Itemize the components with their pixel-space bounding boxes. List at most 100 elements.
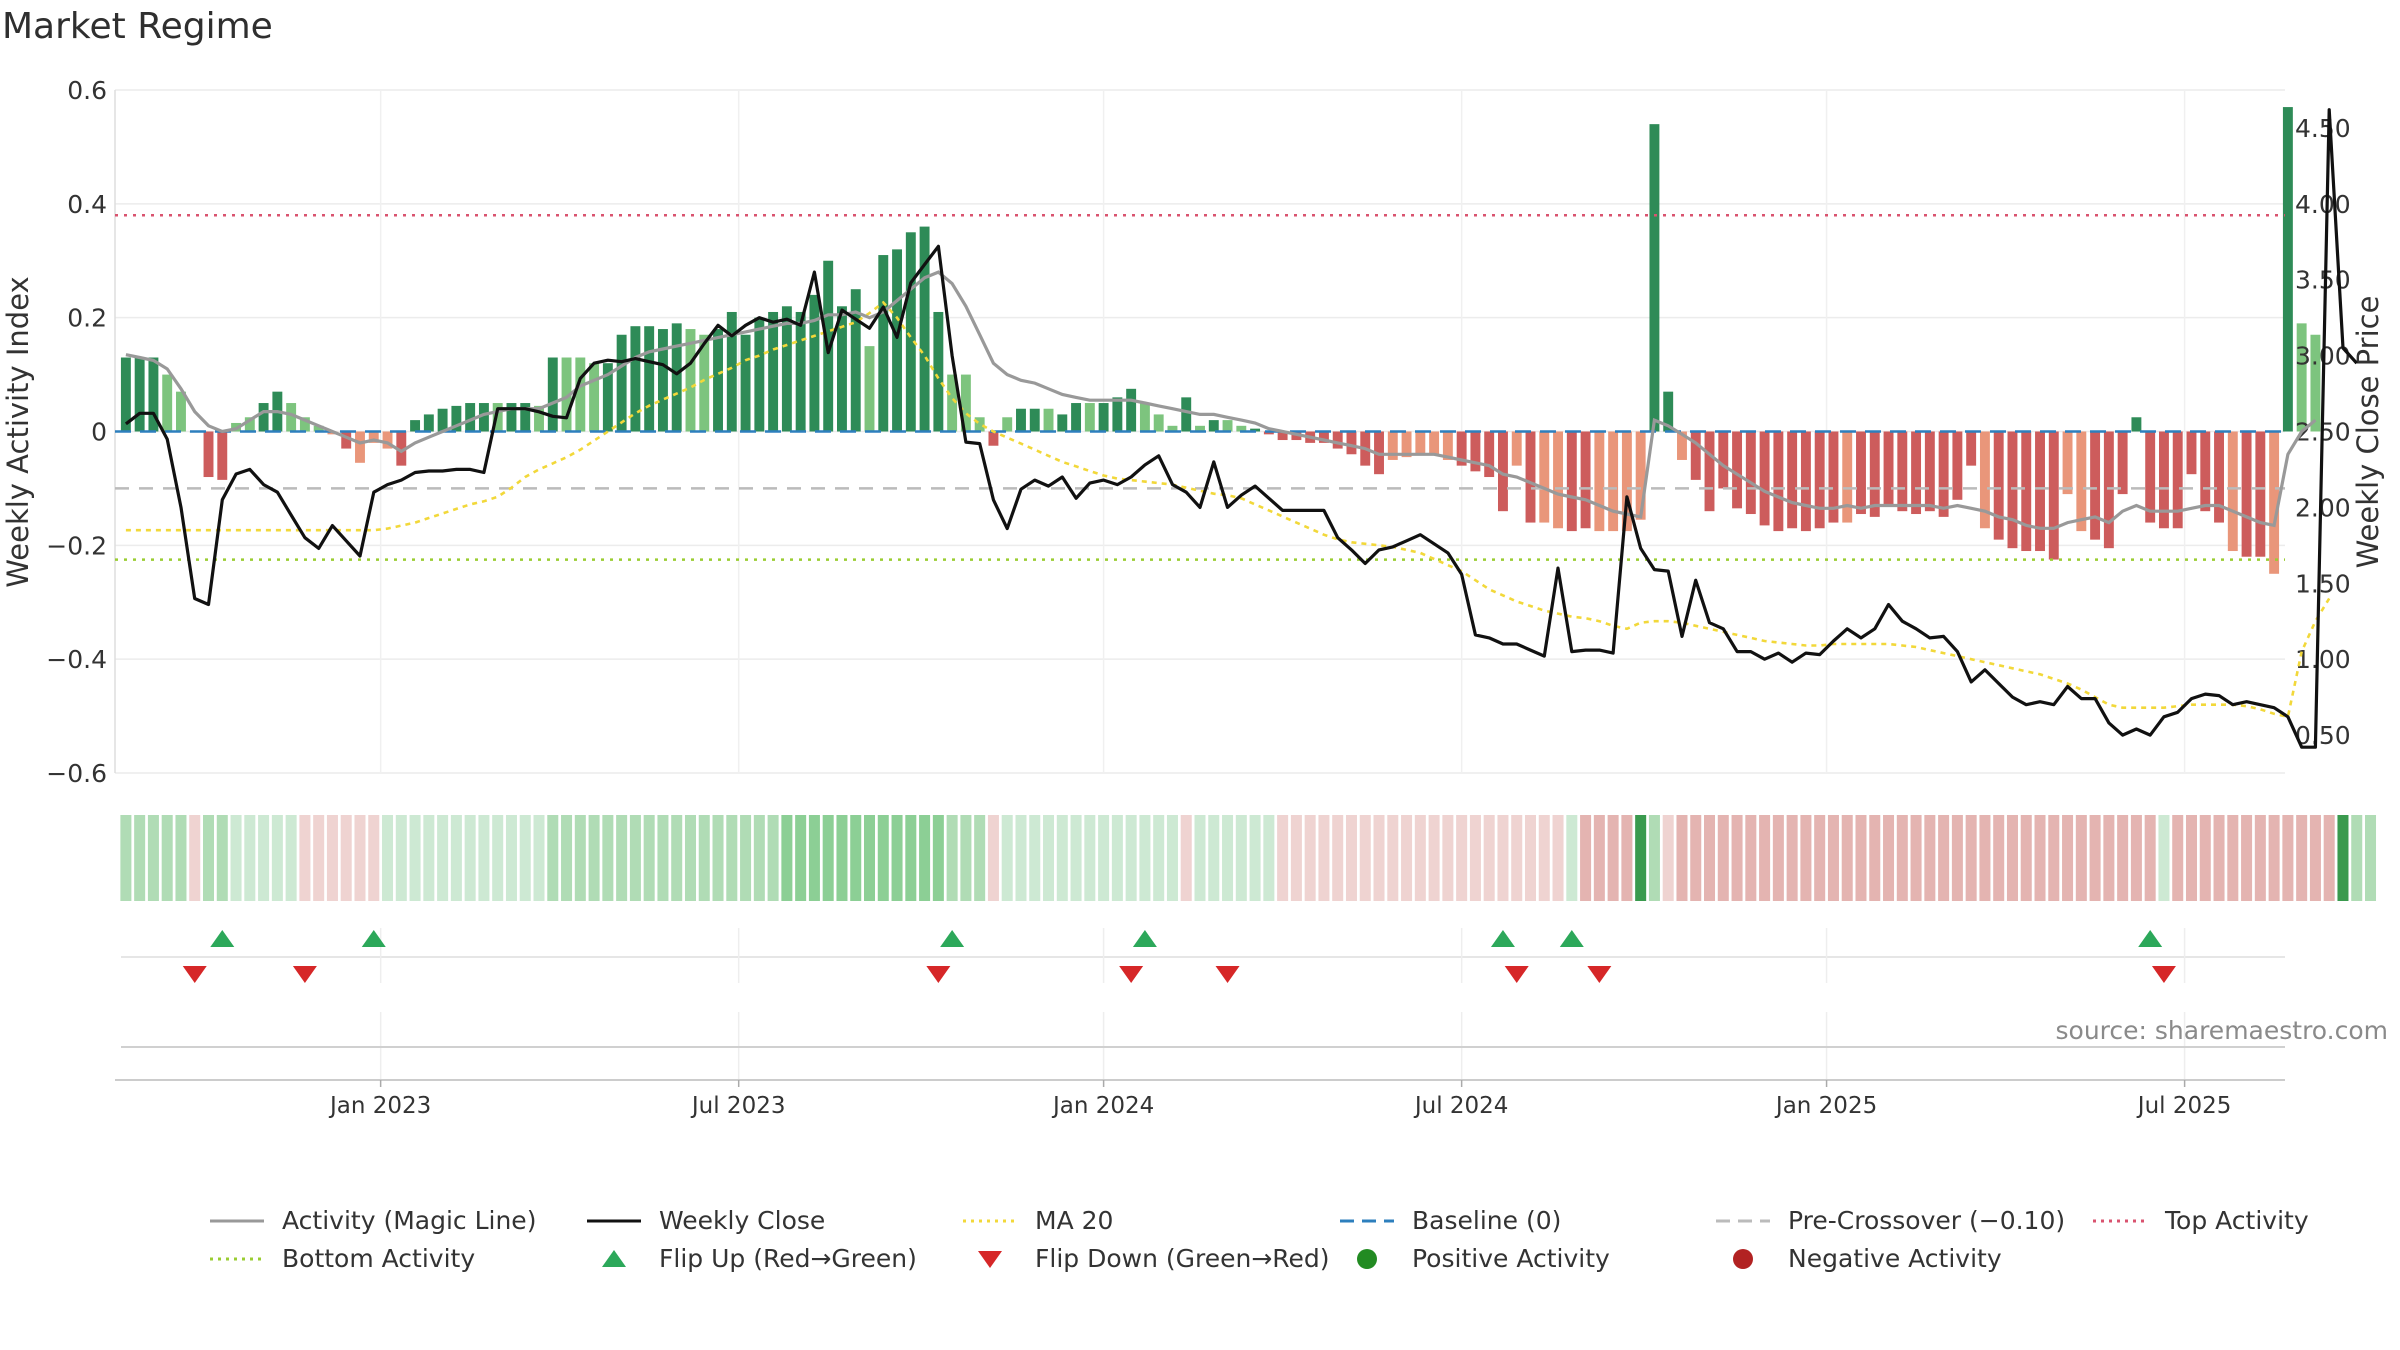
activity-bar — [837, 306, 847, 432]
activity-bar — [575, 357, 586, 432]
regime-cell — [2075, 815, 2087, 901]
flip-up-marker — [210, 930, 235, 947]
activity-bar — [520, 403, 531, 432]
regime-cell — [1538, 815, 1550, 901]
activity-bar — [2131, 417, 2142, 432]
activity-bar — [1566, 431, 1577, 532]
legend-swatch — [602, 1249, 626, 1267]
activity-bar — [1759, 431, 1770, 526]
activity-bar — [1112, 397, 1123, 432]
regime-cell — [1401, 815, 1413, 901]
reference-lines — [115, 213, 2285, 561]
regime-cell — [216, 815, 228, 901]
activity-bar — [258, 403, 269, 432]
regime-cell — [1580, 815, 1592, 901]
activity-bar — [1153, 414, 1164, 432]
regime-cell — [1924, 815, 1936, 901]
y-tick-label-right: 1.00 — [2295, 645, 2351, 674]
activity-bar — [589, 363, 600, 432]
flip-down-marker — [2151, 966, 2176, 983]
regime-cell — [1621, 815, 1633, 901]
y-tick-label-right: 1.50 — [2295, 569, 2351, 598]
activity-bar — [809, 294, 820, 432]
regime-cell — [657, 815, 669, 901]
activity-bar — [1952, 431, 1963, 500]
regime-cell — [1373, 815, 1385, 901]
legend-item: Flip Up (Red→Green) — [587, 1244, 917, 1273]
activity-bar — [313, 425, 324, 432]
regime-cell — [1139, 815, 1151, 901]
activity-bar — [616, 334, 627, 432]
regime-cell — [2089, 815, 2101, 901]
activity-bar — [726, 311, 737, 432]
activity-bar — [1842, 431, 1853, 523]
activity-bar — [217, 431, 228, 480]
activity-bar — [1635, 431, 1646, 520]
activity-bar — [699, 334, 710, 432]
activity-bar — [1580, 431, 1591, 529]
regime-cell — [464, 815, 476, 901]
magic-line — [125, 270, 2317, 530]
activity-bar — [2103, 431, 2114, 549]
activity-bar — [368, 431, 379, 443]
activity-bar — [465, 403, 476, 432]
regime-cell — [2268, 815, 2280, 901]
activity-bar — [2145, 431, 2156, 523]
legend-swatch-mark — [978, 1250, 1002, 1268]
regime-strip — [120, 815, 2377, 901]
regime-cell — [2282, 815, 2294, 901]
legend-swatch-mark — [1357, 1248, 1377, 1269]
activity-bar — [2158, 431, 2169, 529]
legend-item: Positive Activity — [1340, 1244, 1610, 1273]
weekly-close-line — [124, 108, 2358, 749]
flip-up-marker — [1490, 930, 1515, 947]
ma20-line — [125, 300, 2331, 719]
legend-swatch — [1716, 1219, 1770, 1222]
activity-bar — [2200, 431, 2211, 512]
flip-up-marker — [1559, 930, 1584, 947]
regime-cell — [423, 815, 435, 901]
activity-bar — [781, 306, 792, 432]
legend-item: Activity (Magic Line) — [210, 1206, 536, 1235]
activity-bar — [1525, 431, 1536, 523]
regime-cell — [1690, 815, 1702, 901]
regime-cell — [836, 815, 848, 901]
regime-cell — [1180, 815, 1192, 901]
activity-bar — [1594, 431, 1605, 532]
activity-bar — [1415, 431, 1426, 455]
activity-bar — [2117, 431, 2128, 495]
regime-cell — [2020, 815, 2032, 901]
activity-bar — [892, 249, 903, 432]
activity-bar — [1690, 431, 1701, 480]
activity-bar — [299, 417, 310, 432]
y-axis-label-left: Weekly Activity Index — [1, 276, 35, 587]
regime-cell — [1084, 815, 1096, 901]
regime-cell — [1153, 815, 1165, 901]
activity-bar — [134, 357, 145, 432]
regime-cell — [1166, 815, 1178, 901]
regime-cell — [877, 815, 889, 901]
regime-cell — [533, 815, 545, 901]
regime-cell — [974, 815, 986, 901]
activity-bar — [203, 431, 214, 478]
activity-bar — [1222, 420, 1233, 432]
regime-cell — [2351, 815, 2363, 901]
axes: −0.6−0.4−0.200.20.40.60.501.001.502.002.… — [46, 76, 2350, 788]
activity-bar — [1470, 431, 1481, 472]
activity-bar — [1787, 431, 1798, 529]
legend-swatch — [1357, 1248, 1377, 1269]
activity-bar — [2269, 431, 2280, 574]
activity-bar — [1429, 431, 1440, 455]
legend-swatch — [210, 1257, 264, 1260]
activity-bar — [1084, 403, 1095, 432]
activity-bar — [561, 357, 572, 432]
regime-cell — [2296, 815, 2308, 901]
legend-label: Flip Down (Green→Red) — [1035, 1244, 1330, 1273]
regime-cell — [1979, 815, 1991, 901]
regime-cell — [2199, 815, 2211, 901]
activity-bar — [396, 431, 407, 466]
legend-label: Weekly Close — [659, 1206, 826, 1235]
regime-cell — [1593, 815, 1605, 901]
regime-cell — [946, 815, 958, 901]
activity-bar — [1856, 431, 1866, 515]
